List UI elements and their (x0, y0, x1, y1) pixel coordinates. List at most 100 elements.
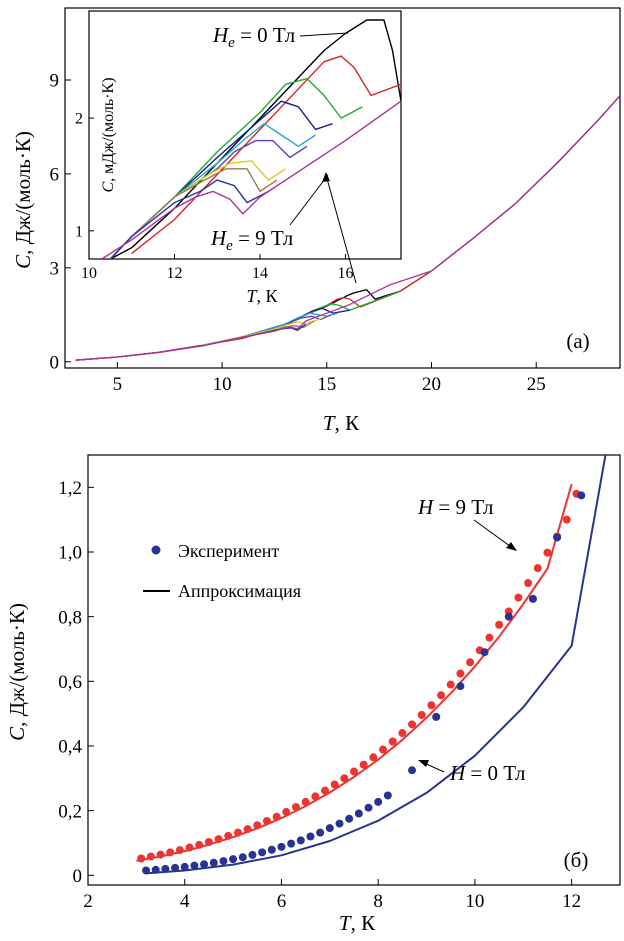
b-point (514, 593, 523, 602)
b-point (200, 860, 209, 869)
b-point (209, 858, 218, 867)
inset-series-line-0 (110, 19, 401, 259)
b-point (432, 712, 441, 721)
b-xtick-label: 8 (373, 891, 383, 912)
b-point (180, 862, 189, 871)
a-xtick-label: 15 (317, 374, 336, 395)
inset-ytick-label: 1 (75, 223, 83, 240)
panel-a-label: (a) (566, 329, 589, 353)
b-ytick-label: 0,8 (58, 607, 82, 628)
panel-b-series (136, 455, 607, 875)
panel-a-y-axis-label: C, Дж/(моль·К) (11, 131, 35, 269)
b-point (528, 594, 537, 603)
panel-a-ticks: 5 10 15 20 25 0 3 6 9 (50, 71, 546, 395)
a-xtick-label: 20 (422, 374, 441, 395)
inset-ytick-label: 2 (75, 111, 83, 128)
panel-a-series (75, 95, 620, 361)
inset-h0-rest: = 0 Тл (235, 23, 295, 47)
b-ytick-label: 1,0 (58, 543, 82, 564)
zoom-pointer-arrow (325, 174, 357, 284)
b-point (480, 648, 489, 657)
b-series-line-3 (145, 455, 607, 875)
b-point (267, 845, 276, 854)
annotation-h9: H = 9 Тл (417, 495, 494, 519)
b-xtick-label: 6 (277, 891, 287, 912)
h9-symbol: H (417, 495, 435, 519)
a-xtick-label: 10 (213, 374, 232, 395)
a-series-line-9 (75, 95, 620, 361)
panel-a-frame (64, 7, 621, 369)
b-point (388, 737, 397, 746)
b-point (277, 842, 286, 851)
h9-rest: = 9 Тл (433, 495, 493, 519)
inset-x-axis-label: T, К (246, 286, 278, 306)
inset-annotation-h0: He = 0 Тл (212, 23, 295, 51)
b-point (456, 669, 465, 678)
b-point (485, 633, 494, 642)
panel-b-y-axis-label: C, Дж/(моль·К) (5, 603, 29, 741)
b-point (258, 848, 267, 857)
h9-pointer (473, 519, 515, 550)
a-ytick-label: 3 (50, 258, 60, 279)
inset-series-line-8 (109, 179, 269, 259)
a-ytick-label: 6 (50, 165, 60, 186)
b-point (287, 839, 296, 848)
b-ytick-label: 1,2 (58, 478, 82, 499)
inset-h9-pointer (289, 174, 329, 226)
legend-approximation-label: Аппроксимация (178, 581, 301, 601)
a-xtick-label: 5 (113, 374, 123, 395)
annotation-h0: H = 0 Тл (449, 761, 526, 785)
b-point (229, 855, 238, 864)
inset-xtick-label: 16 (337, 265, 353, 282)
a-y-label-symbol: C (11, 254, 35, 269)
inset-h9-symbol: H (210, 226, 228, 250)
b-xtick-label: 10 (465, 891, 484, 912)
b-point (335, 819, 344, 828)
panel-b-ticks: 2 4 6 8 10 12 0 0,2 0,4 0,6 0,8 1,0 1,2 (58, 478, 581, 912)
inset-xtick-label: 10 (81, 265, 97, 282)
b-point (408, 720, 417, 729)
b-point (330, 780, 339, 789)
b-point (383, 791, 392, 800)
zoom-arrow-head (322, 172, 330, 182)
b-point (320, 786, 329, 795)
b-point (296, 836, 305, 845)
b-point (543, 548, 552, 557)
b-point (374, 797, 383, 806)
a-series-line-0 (75, 95, 620, 361)
inset-y-label-symbol: C (100, 182, 117, 193)
b-xtick-label: 4 (180, 891, 190, 912)
b-point (456, 682, 465, 691)
inset-x-label-symbol: T (246, 286, 258, 306)
inset-h9-sub: e (226, 238, 233, 254)
b-ytick-label: 0,2 (58, 801, 82, 822)
b-point (446, 680, 455, 689)
b-point (553, 533, 562, 542)
inset-x-label-unit: , К (257, 286, 279, 306)
b-point (427, 701, 436, 710)
b-x-label-symbol: T (339, 911, 352, 935)
inset-h0-sub: e (228, 35, 235, 51)
a-y-label-unit: , Дж/(моль·К) (11, 131, 35, 255)
a-ytick-label: 0 (50, 352, 60, 373)
a-series-line-1 (75, 270, 432, 361)
panel-b-x-axis-label: T, К (339, 911, 376, 935)
b-xtick-label: 2 (83, 891, 93, 912)
b-series-line-1 (136, 483, 573, 862)
b-point (354, 809, 363, 818)
a-x-label-symbol: T (323, 411, 336, 435)
inset-series-line-1 (131, 55, 401, 254)
inset-series (101, 19, 401, 259)
h0-rest: = 0 Тл (465, 761, 525, 785)
b-point (408, 766, 417, 775)
a-ytick-label: 9 (50, 71, 60, 92)
b-ytick-label: 0 (73, 866, 83, 887)
b-point (316, 828, 325, 837)
panel-b-frame (87, 454, 621, 886)
b-ytick-label: 0,4 (58, 737, 82, 758)
b-point (562, 515, 571, 524)
b-point (466, 658, 475, 667)
